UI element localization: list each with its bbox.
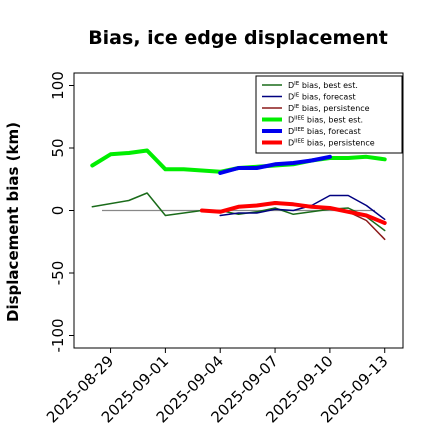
legend-label-2: DIE bias, forecast xyxy=(288,93,356,102)
legend-label-4: DIIEE bias, best est. xyxy=(288,116,363,125)
series-line-5 xyxy=(218,154,332,175)
y-tick-label: 100 xyxy=(49,71,67,100)
legend-box xyxy=(255,75,403,154)
y-tick-label: 50 xyxy=(49,138,67,157)
y-tick-label: -100 xyxy=(49,318,67,352)
legend-label-3: DIE bias, persistence xyxy=(288,104,370,113)
legend-label-6: DIIEE bias, persistence xyxy=(288,139,375,148)
y-axis-label: Displacement bias (km) xyxy=(4,122,22,322)
series-line-2 xyxy=(219,194,386,221)
series-line-6 xyxy=(199,201,387,225)
y-tick-label: 0 xyxy=(49,206,67,216)
chart-title: Bias, ice edge displacement xyxy=(88,27,388,49)
y-tick-label: -50 xyxy=(49,261,67,286)
legend-label-5: DIIEE bias, forecast xyxy=(288,127,361,136)
legend: DIE bias, best est. DIE bias, forecast DIE… xyxy=(255,75,403,154)
legend-label-1: DIE bias, best est. xyxy=(288,81,358,90)
